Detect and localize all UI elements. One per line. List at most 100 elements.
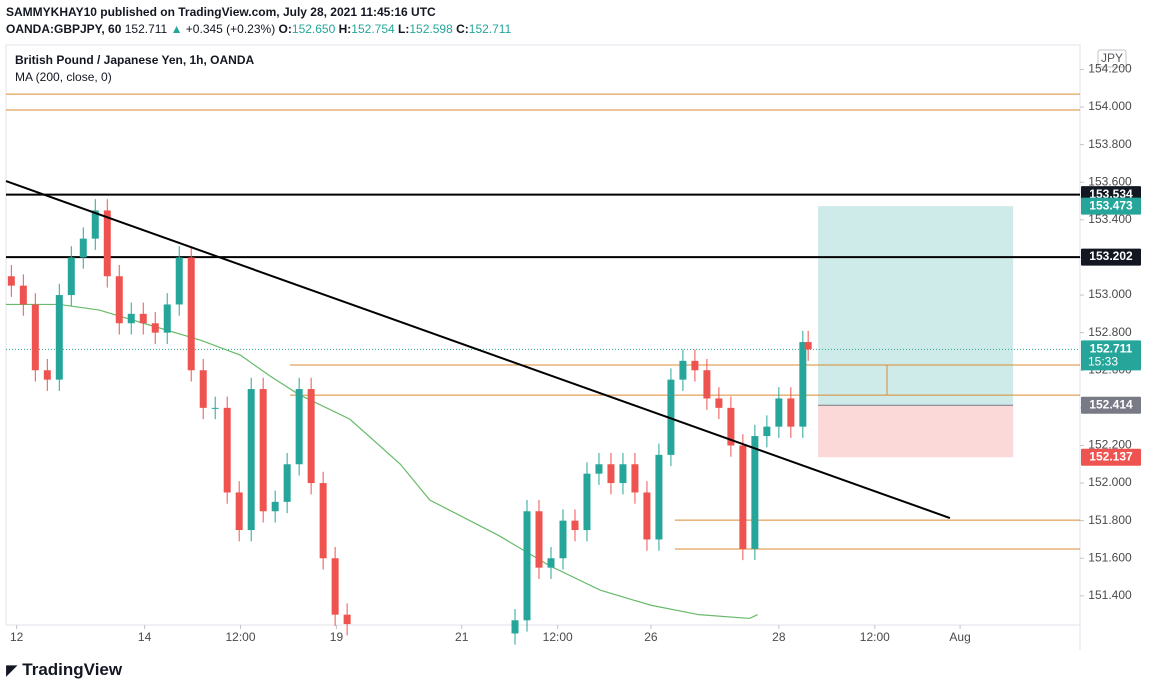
candle-body: [175, 257, 183, 305]
currency: JPY: [1101, 51, 1123, 65]
logo: ◤ TradingView: [6, 660, 123, 679]
candle-body: [799, 342, 807, 427]
symbol: OANDA:GBPJPY, 60: [6, 22, 122, 36]
candle-body: [559, 520, 567, 559]
candle-body: [211, 407, 219, 409]
candle-body: [319, 483, 327, 559]
h-label: H:: [338, 22, 352, 36]
y-tick-label: 153.000: [1088, 287, 1132, 301]
chart: JPY British Pound / Japanese Yen, 1h, OA…: [5, 44, 1141, 650]
candle-body: [751, 436, 759, 549]
candle-body: [679, 360, 687, 380]
change: +0.345 (+0.23%): [185, 22, 276, 36]
candle-body: [199, 370, 207, 408]
y-tick-label: 153.600: [1088, 174, 1132, 188]
arrow: ▲: [170, 22, 183, 36]
o: 152.650: [291, 22, 336, 36]
x-tick-label: 19: [330, 630, 344, 644]
candle-body: [271, 501, 279, 512]
candle-body: [7, 276, 15, 286]
candle-body: [583, 473, 591, 531]
candle-body: [691, 360, 699, 371]
candle-body: [715, 398, 723, 408]
candle-body: [547, 558, 555, 568]
c: 152.711: [468, 22, 512, 36]
x-tick-label: 21: [455, 630, 469, 644]
candle-body: [631, 464, 639, 493]
y-tick-label: 153.400: [1088, 212, 1132, 226]
candle-body: [79, 238, 87, 258]
x-tick-label: 12:00: [226, 630, 256, 644]
candle-body: [343, 614, 351, 625]
publisher: SAMMYKHAY10 published on TradingView.com…: [6, 5, 436, 19]
x-tick-label: 26: [644, 630, 658, 644]
candle-body: [127, 313, 135, 324]
chart-title: British Pound / Japanese Yen, 1h, OANDA: [15, 53, 255, 67]
candle-body: [163, 304, 171, 333]
candle-body: [703, 370, 711, 399]
y-tick-label: 154.000: [1088, 99, 1132, 113]
candle-body: [115, 276, 123, 324]
candle-body: [55, 295, 63, 380]
axis-price-tag: [1081, 396, 1141, 414]
y-tick-label: 151.600: [1088, 550, 1132, 564]
candle-body: [775, 398, 783, 427]
stop-zone: [818, 405, 1014, 458]
y-tick-label: 153.800: [1088, 137, 1132, 151]
symbol-bar: OANDA:GBPJPY, 60 152.711 ▲ +0.345 (+0.23…: [6, 22, 511, 36]
candle-body: [739, 445, 747, 549]
axis-price-text: 152.711: [1090, 342, 1133, 356]
h: 152.754: [351, 22, 395, 36]
y-tick-label: 151.400: [1088, 588, 1132, 602]
axis-price-tag: [1081, 248, 1141, 266]
axis-price-tag: [1081, 448, 1141, 466]
candle-body: [607, 464, 615, 484]
candle-body: [523, 511, 531, 621]
candle-body: [571, 520, 579, 531]
axis-countdown: 15:33: [1088, 355, 1118, 369]
candle-body: [619, 464, 627, 484]
ma-line: [6, 303, 758, 620]
y-tick-label: 151.800: [1088, 513, 1132, 527]
o-label: O:: [278, 22, 292, 36]
candle-body: [139, 313, 147, 324]
ma-legend: MA (200, close, 0): [15, 70, 112, 84]
candle-body: [511, 620, 519, 634]
x-tick-label: 12: [10, 630, 24, 644]
candle-body: [727, 407, 735, 446]
axis-price-text: 153.473: [1089, 198, 1133, 212]
axis-price-text: 152.137: [1089, 449, 1133, 463]
candle-body: [763, 426, 771, 437]
candle-body: [31, 304, 39, 371]
trendline: [5, 180, 951, 519]
x-tick-label: Aug: [949, 630, 970, 644]
y-tick-label: 154.200: [1088, 62, 1132, 76]
candle-body: [787, 398, 795, 427]
axis-price-text: 153.534: [1089, 187, 1133, 201]
candle-body: [223, 407, 231, 493]
l-label: L:: [398, 22, 410, 36]
currency-box: [1097, 49, 1127, 68]
candle-body: [259, 389, 267, 512]
candle-body: [247, 389, 255, 531]
x-tick-label: 14: [138, 630, 152, 644]
candle-body: [667, 379, 675, 455]
candle-body: [535, 511, 543, 568]
candle-body: [67, 257, 75, 296]
x-tick-label: 12:00: [860, 630, 890, 644]
candle-body: [804, 342, 812, 350]
last: 152.711: [124, 22, 168, 36]
target-zone: [818, 206, 1014, 406]
candle-body: [151, 323, 159, 333]
candle-body: [283, 464, 291, 502]
candle-body: [331, 558, 339, 615]
axis-price-text: 152.414: [1089, 397, 1133, 411]
candle-body: [595, 464, 603, 474]
candle-body: [235, 492, 243, 531]
c-label: C:: [456, 22, 469, 36]
y-tick-label: 152.000: [1088, 475, 1132, 489]
candle-body: [43, 370, 51, 380]
axis-price-text: 153.202: [1089, 249, 1133, 263]
candle-body: [643, 492, 651, 540]
